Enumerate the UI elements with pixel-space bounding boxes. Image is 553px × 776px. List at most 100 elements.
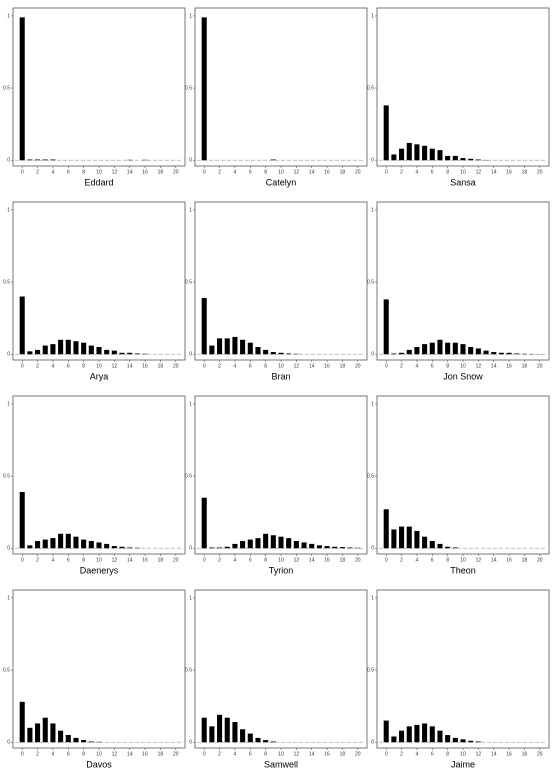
x-tick-label: 12 (294, 751, 300, 757)
y-tick-label: 0 (371, 158, 374, 164)
y-tick-label: 1 (371, 13, 374, 19)
x-tick-label: 10 (460, 169, 466, 175)
bar (270, 535, 276, 549)
y-tick-label: 1 (189, 595, 192, 601)
bar (498, 352, 504, 355)
bar (232, 543, 238, 549)
bar (65, 339, 71, 355)
y-tick-label: 1 (371, 207, 374, 213)
bar (240, 339, 246, 355)
bar (278, 536, 284, 549)
bar (406, 526, 412, 549)
y-tick-label: 0.5 (185, 279, 192, 285)
x-tick-label: 12 (112, 363, 118, 369)
x-tick-label: 14 (309, 363, 315, 369)
x-tick-label: 20 (537, 169, 543, 175)
x-tick-label: 12 (476, 169, 482, 175)
bar (286, 538, 292, 549)
bar (255, 538, 261, 549)
bar (247, 539, 253, 549)
x-tick-label: 8 (82, 557, 85, 563)
panel-frame (12, 201, 186, 361)
x-tick-label: 0 (203, 169, 206, 175)
bar (324, 546, 330, 549)
bar (263, 349, 269, 355)
bar (58, 339, 64, 355)
x-tick-label: 6 (67, 557, 70, 563)
x-tick-label: 0 (21, 363, 24, 369)
x-axis-label: Arya (90, 371, 109, 381)
x-tick-label: 6 (431, 557, 434, 563)
bar (201, 497, 207, 549)
x-tick-label: 0 (203, 751, 206, 757)
bar (96, 347, 102, 355)
x-tick-label: 16 (506, 751, 512, 757)
bar (429, 148, 435, 161)
bar (422, 723, 428, 743)
x-tick-label: 8 (82, 169, 85, 175)
x-tick-label: 10 (460, 557, 466, 563)
bar (247, 342, 253, 355)
x-tick-label: 14 (491, 169, 497, 175)
x-tick-label: 4 (416, 169, 419, 175)
x-tick-label: 6 (431, 169, 434, 175)
x-tick-label: 18 (158, 363, 164, 369)
x-axis-label: Sansa (450, 177, 476, 187)
x-tick-label: 2 (400, 751, 403, 757)
bar (65, 533, 71, 549)
x-tick-label: 18 (340, 557, 346, 563)
x-tick-label: 14 (127, 557, 133, 563)
x-tick-label: 6 (249, 751, 252, 757)
bar (422, 344, 428, 355)
bar (42, 345, 48, 355)
x-tick-label: 6 (431, 363, 434, 369)
x-tick-label: 14 (309, 751, 315, 757)
bar (35, 541, 41, 549)
bar (19, 17, 25, 161)
bar (391, 353, 397, 355)
y-tick-label: 1 (189, 13, 192, 19)
x-tick-label: 8 (82, 363, 85, 369)
bar (429, 541, 435, 549)
x-tick-label: 2 (218, 363, 221, 369)
y-tick-label: 0.5 (367, 473, 374, 479)
panel-frame (194, 201, 368, 361)
bar (414, 530, 420, 549)
x-tick-label: 10 (278, 751, 284, 757)
bar (383, 720, 389, 743)
x-tick-label: 20 (173, 363, 179, 369)
bar (452, 155, 458, 161)
bar (134, 353, 140, 355)
x-tick-label: 18 (158, 169, 164, 175)
bar (468, 158, 474, 161)
bar (96, 542, 102, 549)
bar (399, 148, 405, 161)
x-tick-label: 18 (340, 751, 346, 757)
x-tick-label: 2 (36, 169, 39, 175)
x-tick-label: 16 (506, 557, 512, 563)
y-tick-label: 1 (371, 401, 374, 407)
bar (437, 543, 443, 549)
x-tick-label: 18 (522, 363, 528, 369)
bar (127, 352, 133, 355)
x-tick-label: 20 (537, 751, 543, 757)
bar (88, 541, 94, 549)
y-tick-label: 1 (189, 401, 192, 407)
x-tick-label: 8 (264, 751, 267, 757)
x-tick-label: 10 (278, 557, 284, 563)
bar (383, 105, 389, 161)
y-tick-label: 0 (371, 352, 374, 358)
x-tick-label: 20 (173, 169, 179, 175)
bar (255, 347, 261, 355)
bar (414, 144, 420, 161)
bar (422, 536, 428, 549)
x-tick-label: 2 (400, 557, 403, 563)
y-tick-label: 0.5 (367, 667, 374, 673)
bar (209, 345, 215, 355)
x-axis-label: Daenerys (80, 565, 119, 575)
y-tick-label: 1 (7, 207, 10, 213)
bar (475, 348, 481, 355)
bar (232, 722, 238, 743)
y-tick-label: 0.5 (3, 279, 10, 285)
bar (445, 155, 451, 161)
